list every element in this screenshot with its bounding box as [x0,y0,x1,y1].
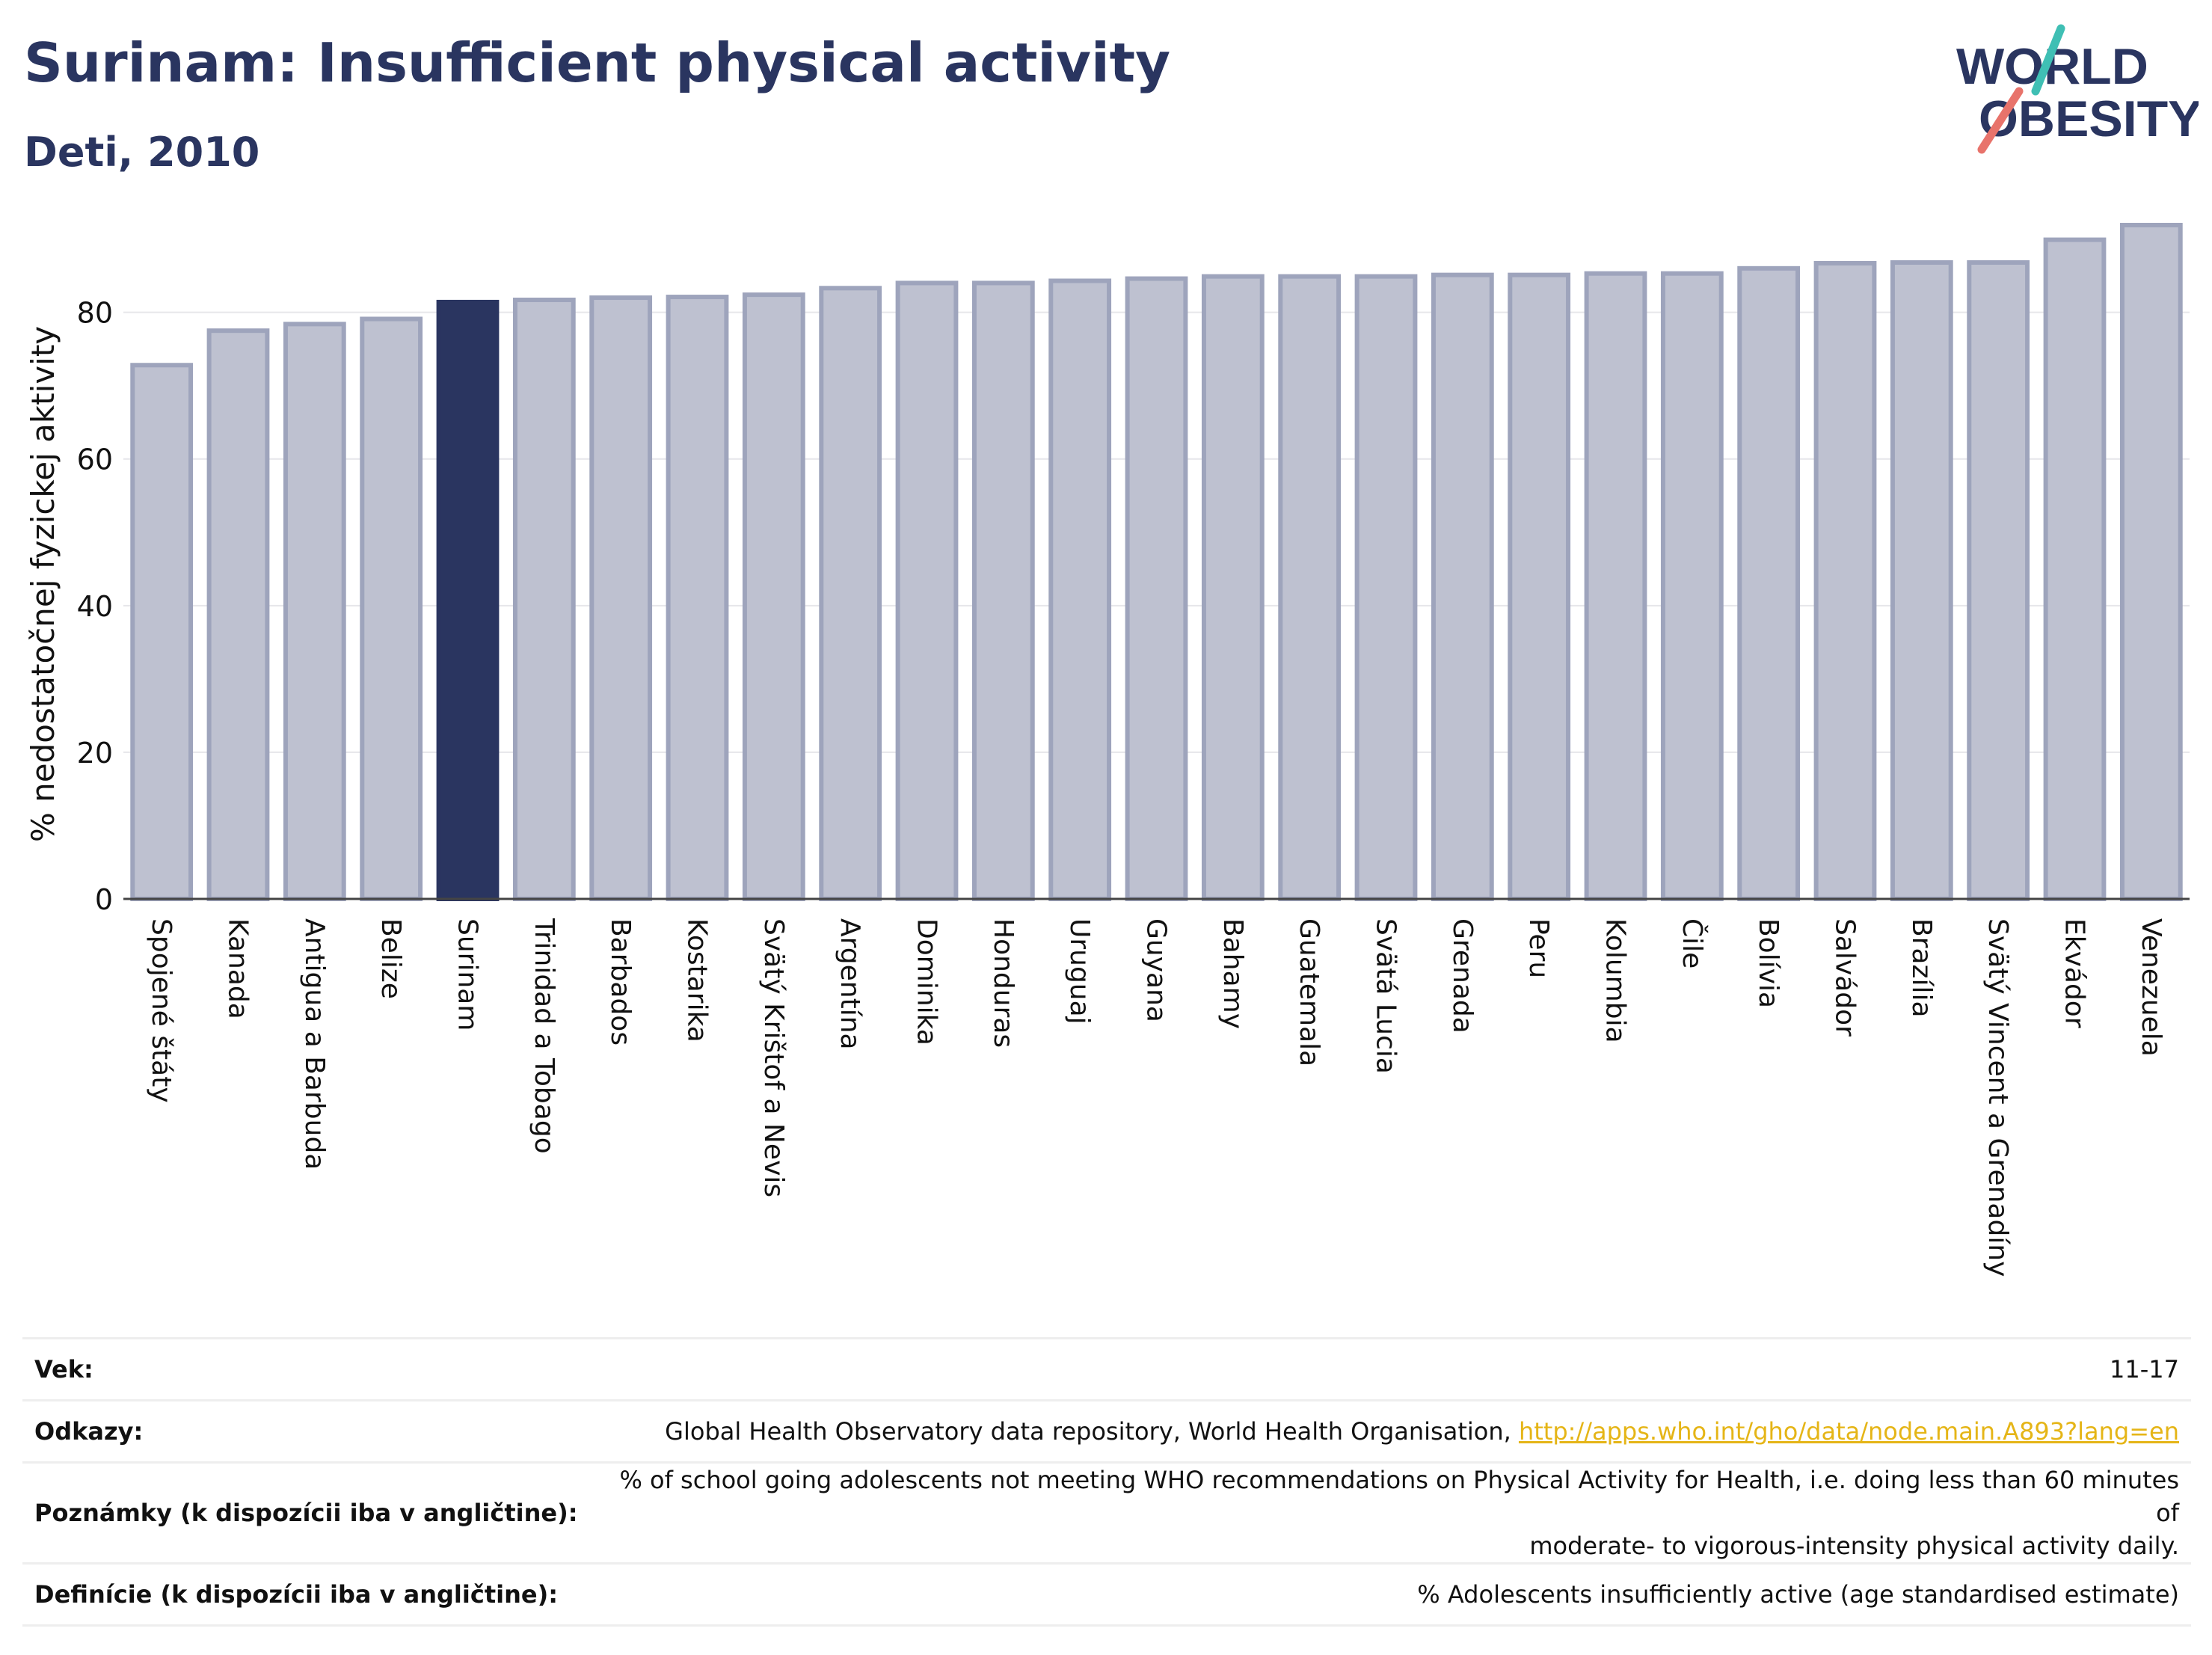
y-tick-label: 80 [77,297,113,330]
metadata-table: Vek: 11-17 Odkazy: Global Health Observa… [22,1337,2191,1627]
bar-chart: 0 20 40 60 80 Spojené štáty Kanada Antigua a B… [25,222,2190,1277]
x-tick-label: Čile [1677,918,1708,968]
bar[interactable] [895,280,959,902]
bar[interactable] [283,322,346,902]
defs-label: Definície (k dispozícii iba v angličtine… [22,1562,590,1627]
x-tick-label: Honduras [988,918,1019,1048]
notes-line-1: % of school going adolescents not meetin… [619,1466,2179,1527]
bar[interactable] [1354,274,1418,902]
x-tick-label: Argentína [835,918,865,1050]
y-tick-label: 20 [77,737,113,770]
x-tick-label: Guyana [1141,918,1172,1022]
x-tick-label: Svätý Krištof a Nevis [758,918,789,1197]
chart-subtitle: Deti, 2010 [24,129,260,176]
refs-link[interactable]: http://apps.who.int/gho/data/node.main.A… [1518,1417,2179,1446]
x-tick-label: Svätý Vincent a Grenadíny [1982,918,2013,1277]
x-tick-label: Grenada [1447,918,1478,1034]
bar-highlighted[interactable] [436,299,500,901]
y-tick-label: 0 [95,883,113,916]
x-tick-label: Svätá Lucia [1371,918,1401,1074]
x-tick-label: Belize [375,918,406,999]
bar[interactable] [1584,271,1647,901]
defs-value: % Adolescents insufficiently active (age… [589,1562,2191,1627]
meta-row-refs: Odkazy: Global Health Observatory data r… [22,1399,2191,1464]
logo-slash-coral [1977,87,2024,154]
x-tick-labels: Spojené štáty Kanada Antigua a Barbuda Beli… [146,918,2166,1277]
logo-slash-teal [2031,24,2065,96]
bar[interactable] [1201,274,1265,902]
x-tick-label: Surinam [452,918,483,1031]
x-tick-label: Kolumbia [1600,918,1631,1043]
meta-row-notes: Poznámky (k dispozícii iba v angličtine)… [22,1461,2191,1565]
age-label: Vek: [22,1337,590,1401]
bar[interactable] [819,286,882,901]
x-tick-label: Trinidad a Tobago [529,918,559,1154]
bar[interactable] [512,297,576,901]
bars [130,222,2183,902]
y-tick-label: 40 [77,590,113,623]
bar[interactable] [1125,276,1188,901]
bar[interactable] [2119,222,2183,902]
x-tick-label: Spojené štáty [146,918,176,1103]
age-value: 11-17 [589,1337,2191,1401]
x-tick-label: Peru [1523,918,1554,978]
bar[interactable] [130,363,194,901]
bar[interactable] [1508,272,1571,901]
x-tick-label: Barbados [605,918,636,1045]
notes-label: Poznámky (k dispozícii iba v angličtine)… [22,1461,590,1565]
meta-row-defs: Definície (k dispozícii iba v angličtine… [22,1562,2191,1627]
bar[interactable] [589,295,653,902]
bar[interactable] [2043,237,2107,902]
bar[interactable] [742,292,805,901]
x-tick-label: Guatemala [1294,918,1324,1066]
chart-title: Surinam: Insufficient physical activity [24,31,1171,94]
x-tick-label: Dominika [912,918,942,1045]
bar[interactable] [1278,274,1342,902]
bar[interactable] [971,280,1035,902]
bar[interactable] [1967,260,2030,901]
bar[interactable] [1737,265,1801,901]
x-tick-label: Salvádor [1830,918,1861,1037]
bar[interactable] [206,328,270,902]
y-axis-label: % nedostatočnej fyzickej aktivity [25,326,61,842]
bar[interactable] [360,316,423,901]
refs-label: Odkazy: [22,1399,590,1464]
refs-value: Global Health Observatory data repositor… [589,1399,2191,1464]
x-tick-label: Brazília [1906,918,1937,1018]
x-tick-label: Bolívia [1753,918,1784,1008]
refs-text: Global Health Observatory data repositor… [665,1417,1519,1446]
notes-value: % of school going adolescents not meetin… [589,1461,2191,1565]
notes-line-2: moderate- to vigorous-intensity physical… [1529,1532,2179,1560]
x-tick-label: Kostarika [682,918,713,1043]
x-tick-label: Kanada [223,918,254,1019]
x-tick-label: Venezuela [2136,918,2166,1057]
x-tick-label: Uruguaj [1064,918,1095,1025]
bar[interactable] [666,295,729,901]
x-tick-label: Bahamy [1217,918,1248,1029]
bar[interactable] [1660,271,1724,901]
bar[interactable] [1431,272,1494,901]
x-tick-label: Ekvádor [2059,918,2090,1028]
x-tick-label: Antigua a Barbuda [299,918,330,1170]
world-obesity-logo: WORLD OBESITY [1956,24,2199,154]
meta-row-age: Vek: 11-17 [22,1337,2191,1401]
y-tick-labels: 0 20 40 60 80 [77,297,113,916]
bar[interactable] [1813,260,1877,901]
bar[interactable] [1890,260,1953,901]
y-tick-label: 60 [77,443,113,476]
bar[interactable] [1048,278,1112,901]
